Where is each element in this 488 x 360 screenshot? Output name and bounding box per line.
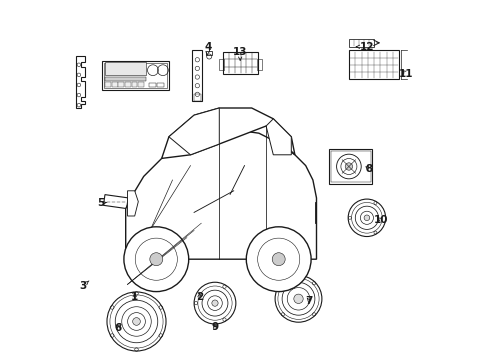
- Text: 8: 8: [365, 164, 371, 174]
- Text: 10: 10: [372, 215, 387, 225]
- Text: 13: 13: [232, 47, 247, 60]
- Bar: [194, 94, 200, 101]
- Polygon shape: [162, 108, 294, 158]
- Polygon shape: [127, 191, 138, 216]
- Bar: [105, 82, 111, 87]
- Polygon shape: [76, 56, 85, 108]
- Circle shape: [132, 318, 140, 325]
- Polygon shape: [168, 108, 219, 155]
- Bar: [205, 51, 212, 55]
- Text: 3: 3: [79, 281, 89, 291]
- Polygon shape: [125, 130, 316, 259]
- Text: 9: 9: [211, 322, 218, 332]
- Circle shape: [211, 300, 218, 306]
- Bar: [102, 61, 168, 90]
- Bar: [105, 62, 146, 75]
- Bar: [104, 63, 167, 88]
- Bar: [149, 83, 155, 87]
- Circle shape: [123, 227, 188, 292]
- Polygon shape: [265, 119, 291, 155]
- Bar: [348, 39, 373, 47]
- Bar: [223, 52, 258, 74]
- Bar: [219, 59, 223, 70]
- Bar: [157, 83, 163, 87]
- Bar: [330, 151, 370, 182]
- Bar: [103, 195, 128, 208]
- Text: 6: 6: [114, 323, 121, 333]
- Text: 1: 1: [131, 292, 138, 302]
- Circle shape: [364, 215, 369, 221]
- Bar: [112, 82, 117, 87]
- Text: 5: 5: [97, 198, 107, 208]
- Bar: [132, 82, 137, 87]
- Circle shape: [345, 163, 352, 170]
- Text: 12: 12: [356, 42, 373, 52]
- Circle shape: [272, 253, 285, 266]
- Bar: [105, 77, 146, 81]
- Bar: [192, 50, 202, 101]
- Text: 7: 7: [305, 296, 312, 306]
- Text: 4: 4: [204, 42, 212, 55]
- Bar: [348, 50, 399, 79]
- Text: 11: 11: [398, 69, 413, 79]
- Text: 2: 2: [196, 292, 203, 302]
- Bar: [118, 82, 124, 87]
- Bar: [257, 59, 261, 70]
- Circle shape: [149, 253, 163, 266]
- Bar: [125, 82, 131, 87]
- Bar: [138, 82, 144, 87]
- Bar: [328, 149, 371, 184]
- Circle shape: [293, 294, 303, 303]
- Circle shape: [246, 227, 310, 292]
